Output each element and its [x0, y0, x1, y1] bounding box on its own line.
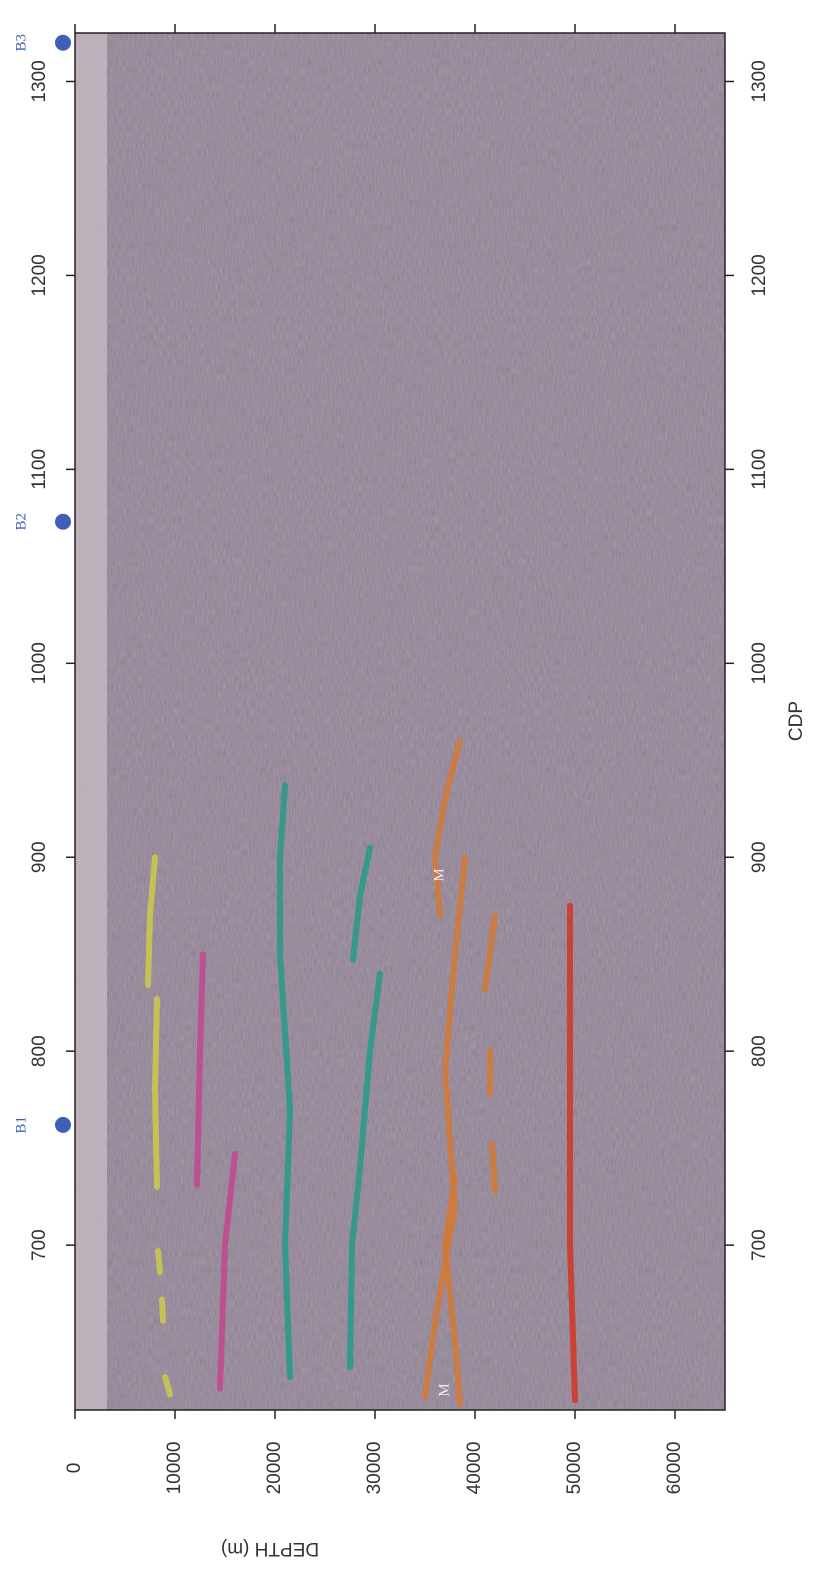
y-tick-label: 20000	[264, 1442, 285, 1495]
plot-frame	[74, 32, 726, 1411]
horizon-line	[422, 854, 468, 1400]
station-marker	[55, 513, 71, 530]
horizon-line	[482, 912, 498, 1194]
horizon-line	[347, 970, 383, 1371]
x-tick-label: 1300	[29, 60, 50, 102]
station-label: B2	[13, 513, 29, 531]
y-tick-label: 60000	[664, 1442, 685, 1495]
station-marker	[55, 34, 71, 51]
horizon-line	[350, 844, 373, 964]
horizon-line	[145, 854, 173, 1398]
annotation: M	[431, 868, 447, 881]
x-tick-label: 1100	[29, 449, 50, 490]
x-tick-label: 900	[749, 841, 770, 873]
seismic-texture	[75, 33, 725, 1410]
y-tick-label: 50000	[564, 1442, 585, 1495]
x-axis-label: CDP	[786, 701, 807, 741]
x-tick-label: 800	[29, 1035, 50, 1067]
x-tick-label: 1200	[749, 254, 770, 296]
x-tick-label: 1100	[749, 449, 770, 490]
near-surface-band	[75, 33, 107, 1410]
horizon-line	[217, 1151, 238, 1392]
x-tick-label: 1000	[29, 642, 50, 684]
y-axis-label: DEPTH (m)	[221, 1538, 319, 1559]
x-tick-label: 1000	[749, 642, 770, 684]
x-tick-label: 700	[749, 1229, 770, 1261]
x-tick-label: 1300	[749, 60, 770, 102]
horizon-line	[277, 782, 293, 1380]
annotation: M	[436, 1383, 452, 1396]
station-marker	[55, 1116, 71, 1133]
x-tick-label: 900	[29, 841, 50, 873]
x-tick-label: 800	[749, 1035, 770, 1067]
y-tick-label: 40000	[464, 1442, 485, 1495]
horizon-line	[567, 902, 578, 1404]
y-tick-label: 10000	[164, 1442, 185, 1495]
horizon-line	[432, 737, 463, 919]
x-tick-label: 1200	[29, 254, 50, 296]
y-tick-label: 30000	[364, 1442, 385, 1495]
horizon-line	[194, 951, 206, 1188]
y-tick-label: 0	[64, 1463, 85, 1474]
horizon-line	[442, 1174, 463, 1408]
x-tick-label: 700	[29, 1229, 50, 1261]
station-label: B3	[13, 34, 29, 52]
station-label: B1	[13, 1116, 29, 1134]
